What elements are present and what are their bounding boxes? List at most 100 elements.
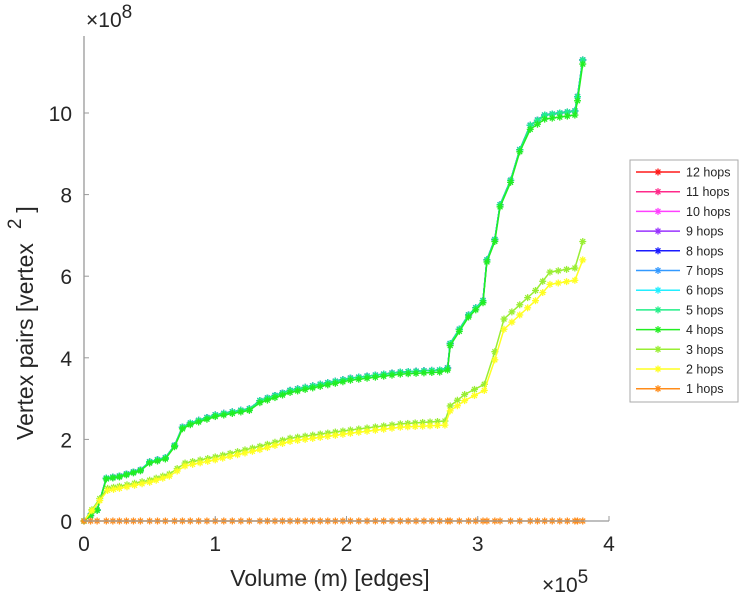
series-11-hops [80, 56, 587, 525]
data-point [546, 280, 554, 288]
legend-item[interactable]: 8 hops [636, 244, 724, 258]
data-point [554, 279, 562, 287]
data-point [96, 497, 104, 505]
data-point [154, 457, 161, 465]
y-tick-label: 4 [60, 348, 72, 371]
legend-label: 9 hops [686, 225, 724, 239]
legend-marker-icon [654, 326, 662, 334]
plot-area [80, 56, 587, 525]
data-point [178, 425, 186, 433]
data-point [508, 308, 516, 316]
series-7-hops [80, 56, 587, 525]
data-point [186, 421, 194, 429]
data-point [380, 372, 388, 380]
legend-item[interactable]: 1 hops [636, 382, 724, 396]
data-point [256, 399, 264, 407]
series-line [83, 59, 584, 522]
data-point [563, 112, 571, 120]
data-point [371, 373, 379, 381]
x-tick-label: 2 [341, 533, 353, 556]
legend-item[interactable]: 5 hops [636, 303, 724, 317]
data-point [161, 455, 169, 463]
legend: 12 hops 11 hops 10 hops 9 hops 8 hops 7 hops 6… [629, 159, 739, 403]
data-point [271, 442, 279, 450]
y-tick-label: 8 [60, 185, 72, 208]
data-point [388, 424, 396, 432]
legend-item[interactable]: 9 hops [636, 225, 724, 239]
data-point [508, 318, 516, 326]
data-point [136, 467, 144, 475]
legend-marker-icon [654, 306, 662, 314]
data-point [404, 423, 412, 431]
legend-label: 4 hops [686, 323, 724, 337]
legend-item[interactable]: 7 hops [636, 264, 724, 278]
y-tick-label: 6 [60, 266, 72, 289]
series-line [83, 59, 584, 522]
x-tick-label: 4 [603, 533, 615, 556]
series-line [83, 63, 584, 522]
legend-item[interactable]: 6 hops [636, 284, 724, 298]
data-point [491, 356, 499, 364]
legend-marker-icon [654, 207, 662, 215]
legend-label: 6 hops [686, 284, 724, 298]
legend-item[interactable]: 12 hops [636, 166, 730, 180]
data-point [228, 409, 236, 417]
data-point [279, 439, 287, 447]
data-point [241, 449, 249, 457]
data-point [507, 178, 515, 186]
data-point [196, 459, 204, 467]
data-point [554, 267, 562, 275]
series-2-hops [80, 256, 587, 525]
data-point [516, 311, 524, 319]
data-point [301, 435, 309, 443]
series-12-hops [80, 56, 587, 525]
data-point [532, 286, 539, 294]
data-point [263, 396, 271, 404]
legend-item[interactable]: 10 hops [636, 205, 730, 219]
data-point [115, 473, 123, 481]
data-point [173, 467, 181, 475]
data-point [434, 421, 441, 429]
legend-marker-icon [654, 168, 662, 176]
legend-item[interactable]: 11 hops [636, 185, 730, 199]
data-point [171, 443, 179, 451]
data-point [129, 469, 137, 477]
data-point [138, 480, 146, 488]
series-line [83, 59, 584, 522]
data-point [271, 394, 279, 402]
data-point [181, 462, 189, 470]
data-point [331, 379, 339, 387]
data-point [444, 366, 452, 374]
legend-label: 5 hops [686, 303, 724, 317]
data-point [355, 375, 363, 383]
data-point [211, 456, 219, 464]
legend-item[interactable]: 4 hops [636, 323, 724, 337]
data-point [571, 276, 579, 284]
data-point [420, 369, 428, 377]
data-point [131, 481, 139, 489]
data-point [563, 278, 571, 286]
x-axis-label: Volume (m) [edges] [230, 565, 429, 591]
data-point [204, 457, 212, 465]
series-6-hops [80, 56, 587, 525]
data-point [309, 434, 317, 442]
data-point [110, 485, 118, 493]
x-exponent: ×105 [542, 567, 588, 597]
legend-label: 7 hops [686, 264, 724, 278]
legend-item[interactable]: 2 hops [636, 363, 724, 377]
data-point [396, 423, 404, 431]
data-point [355, 428, 363, 436]
data-point [388, 371, 396, 379]
data-point [380, 425, 388, 433]
data-point [152, 476, 160, 484]
data-point [411, 422, 419, 430]
data-point [532, 297, 539, 305]
legend-item[interactable]: 3 hops [636, 343, 724, 357]
data-point [203, 415, 211, 423]
legend-marker-icon [654, 247, 662, 255]
data-point [339, 430, 347, 438]
data-point [461, 397, 469, 405]
data-point [579, 256, 587, 264]
data-point [219, 454, 227, 462]
series-8-hops [80, 56, 587, 525]
